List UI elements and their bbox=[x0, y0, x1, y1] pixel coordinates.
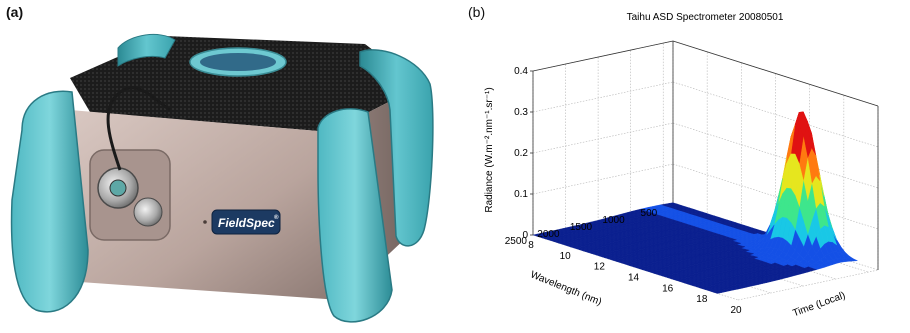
left-bumper bbox=[10, 90, 89, 313]
grid-line bbox=[532, 122, 674, 154]
z-tick-label: 0.1 bbox=[514, 189, 528, 200]
time-tick-label: 14 bbox=[628, 273, 640, 284]
frame-edge bbox=[532, 40, 674, 72]
radiance-surface-chart: Taihu ASD Spectrometer 20080501 00.10.20… bbox=[484, 12, 879, 319]
panel-b-label: (b) bbox=[468, 4, 486, 20]
wavelength-axis-label: Wavelength (nm) bbox=[529, 269, 603, 308]
brand-text: FieldSpec bbox=[218, 216, 275, 230]
z-tick-label: 0.3 bbox=[514, 107, 528, 118]
brand-plate bbox=[211, 209, 281, 235]
time-axis-label: Time (Local) bbox=[791, 290, 847, 319]
z-tick-label: 0 bbox=[522, 230, 528, 241]
time-tick-label: 12 bbox=[594, 262, 606, 273]
wavelength-tick-label: 2500 bbox=[505, 236, 528, 247]
wavelength-tick-label: 500 bbox=[641, 208, 658, 219]
surface-patch bbox=[532, 233, 543, 237]
top-left-bumper bbox=[117, 34, 176, 67]
time-tick-label: 18 bbox=[696, 294, 708, 305]
time-tick-label: 20 bbox=[730, 305, 742, 316]
chart-axes: 0 0.1 0.2 0.3 0.4 2500 2000 1500 1000 500 8 10 12 14 1… bbox=[505, 66, 742, 316]
mesh-top bbox=[70, 36, 420, 132]
z-tick-label: 0.4 bbox=[514, 66, 528, 77]
grid-line bbox=[532, 81, 674, 113]
z-tick-label: 0.2 bbox=[514, 148, 528, 159]
wavelength-tick-label: 2000 bbox=[537, 229, 560, 240]
right-rear-bumper bbox=[359, 49, 434, 247]
right-front-bumper bbox=[317, 108, 393, 323]
time-tick-label: 16 bbox=[662, 283, 674, 294]
fiber-cable bbox=[106, 86, 171, 171]
spectrometer-device-image: FieldSpec ® bbox=[10, 34, 434, 323]
grid-line bbox=[532, 163, 674, 195]
surface-plot bbox=[532, 111, 859, 294]
panel-a-label: (a) bbox=[6, 4, 24, 20]
wavelength-tick-label: 1000 bbox=[602, 215, 625, 226]
brand-trademark: ® bbox=[274, 214, 279, 221]
time-tick-label: 10 bbox=[560, 251, 572, 262]
frame-edge bbox=[672, 40, 879, 107]
wavelength-tick-label: 1500 bbox=[570, 222, 593, 233]
chart-title: Taihu ASD Spectrometer 20080501 bbox=[627, 12, 784, 23]
optic-port bbox=[133, 197, 163, 227]
z-axis-label: Radiance (W.m⁻².nm⁻¹.sr⁻¹) bbox=[484, 87, 495, 212]
time-tick-label: 8 bbox=[528, 240, 534, 251]
